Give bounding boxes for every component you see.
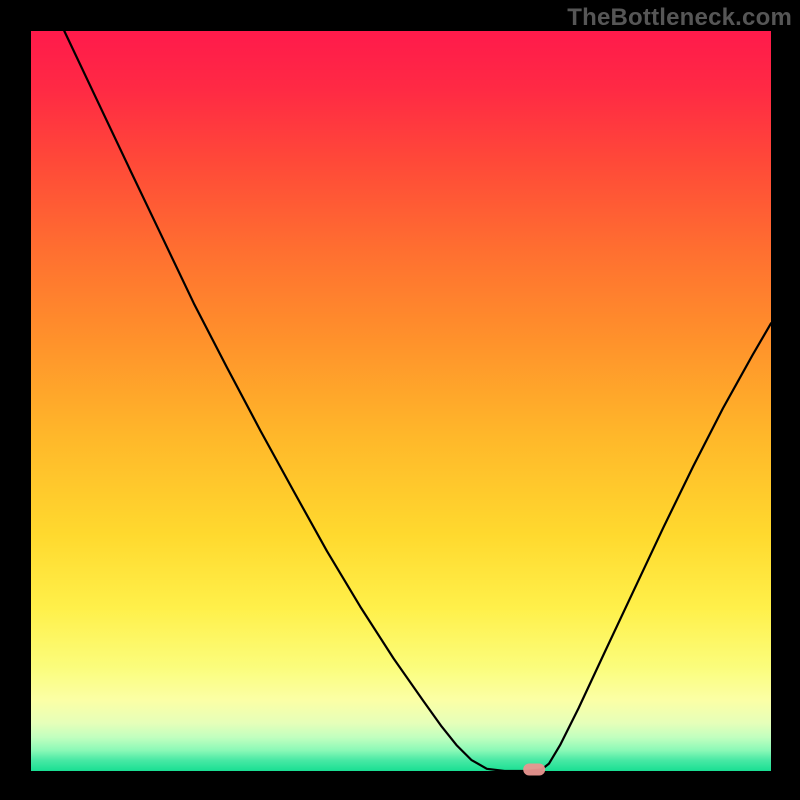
chart-svg <box>0 0 800 800</box>
chart-frame: TheBottleneck.com <box>0 0 800 800</box>
optimal-marker <box>523 764 545 776</box>
watermark-label: TheBottleneck.com <box>567 4 792 32</box>
plot-background <box>31 31 771 771</box>
